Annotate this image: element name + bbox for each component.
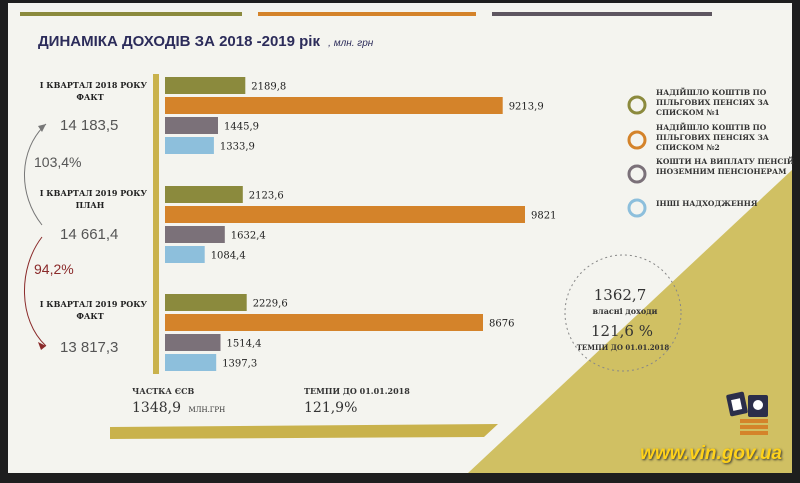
group-label-line1: І КВАРТАЛ 2019 РОКУ	[40, 188, 148, 198]
growth-arrow-1	[24, 123, 47, 226]
logo-stripe-3	[740, 431, 768, 435]
share-value-number: 1348,9	[132, 400, 181, 416]
growth-arrow-2	[24, 236, 47, 347]
legend-label: ІНШІ НАДХОДЖЕННЯ	[656, 199, 758, 208]
legend-marker	[627, 164, 647, 184]
growth-arrowhead-1	[38, 124, 46, 132]
circle-pct-label: ТЕМПИ ДО 01.01.2018	[577, 343, 670, 352]
own-revenue-circle	[564, 254, 682, 372]
legend-marker	[627, 95, 647, 115]
logo-stripe-1	[740, 419, 768, 423]
circle-value: 1362,7	[594, 286, 647, 304]
watermark: www.vin.gov.ua	[640, 443, 782, 464]
axis-bar	[153, 74, 159, 374]
group-labels: І КВАРТАЛ 2018 РОКУ ФАКТ 14 183,5 І КВАРТАЛ…	[40, 80, 148, 356]
growth-value-1: 103,4%	[34, 154, 81, 170]
bar-value-label: 1397,3	[222, 359, 257, 370]
bar-s4-g2	[165, 246, 205, 263]
bar-value-label: 2229,6	[253, 299, 288, 310]
bar-s4-g3	[165, 354, 217, 371]
legend-label: ПІЛЬГОВИХ ПЕНСІЯХ ЗА	[656, 133, 770, 142]
bar-value-label: 1445,9	[224, 122, 259, 133]
legend-marker	[627, 198, 647, 218]
group-total: 14 661,4	[60, 226, 118, 243]
circle-pct: 121,6 %	[591, 322, 653, 340]
logo-dot	[753, 400, 763, 410]
legend-marker	[627, 130, 647, 150]
share-value: 1348,9 МЛН.ГРН	[132, 400, 225, 416]
legend-label: СПИСКОМ №2	[656, 143, 720, 152]
bar-s2-g1	[165, 97, 503, 114]
bar-value-label: 1514,4	[227, 339, 262, 350]
bar-value-label: 8676	[489, 319, 514, 330]
chart-title-unit: , млн. грн	[328, 38, 374, 49]
bar-s4-g1	[165, 137, 214, 154]
share-value-unit: МЛН.ГРН	[188, 406, 225, 414]
bar-s3-g3	[165, 334, 221, 351]
group-label-line2: ФАКТ	[76, 311, 103, 321]
bar-value-label: 1632,4	[231, 231, 266, 242]
chart-title-main: ДИНАМІКА ДОХОДІВ ЗА 2018 -2019 рік	[38, 33, 320, 50]
bar-value-label: 2123,6	[249, 191, 284, 202]
decorative-triangle	[468, 170, 792, 473]
logo-icon	[726, 391, 768, 435]
chart-title: ДИНАМІКА ДОХОДІВ ЗА 2018 -2019 рік , млн…	[38, 33, 374, 50]
bar-s1-g1	[165, 77, 246, 94]
logo-box-white	[731, 398, 743, 411]
bars-layer: 2189,8 2123,6 2229,6 9213,9 9821 8676 1445,9 16…	[165, 77, 556, 371]
top-strip-orange	[258, 12, 476, 16]
bar-value-label: 2189,8	[251, 82, 286, 93]
tempo-label: ТЕМПИ ДО 01.01.2018	[304, 386, 410, 396]
growth-value-2: 94,2%	[34, 261, 74, 277]
top-strip-gray	[492, 12, 712, 16]
bar-value-label: 9213,9	[509, 102, 544, 113]
bar-value-label: 9821	[531, 211, 556, 222]
group-label-line1: І КВАРТАЛ 2018 РОКУ	[40, 80, 148, 90]
group-total: 13 817,3	[60, 339, 118, 356]
bar-s1-g2	[165, 186, 243, 203]
tempo-value: 121,9%	[304, 400, 357, 416]
circle-label: власні доходи	[593, 306, 658, 316]
bar-s2-g2	[165, 206, 525, 223]
group-label-line2: ФАКТ	[76, 92, 103, 102]
bottom-banner	[110, 424, 498, 439]
growth-arrowhead-2	[38, 342, 46, 350]
bar-value-label: 1333,9	[220, 142, 255, 153]
top-strip-olive	[20, 12, 242, 16]
bar-s3-g1	[165, 117, 218, 134]
group-total: 14 183,5	[60, 117, 118, 134]
share-label: ЧАСТКА ЄСВ	[132, 386, 194, 396]
bar-s2-g3	[165, 314, 483, 331]
legend-label: ПІЛЬГОВИХ ПЕНСІЯХ ЗА	[656, 98, 770, 107]
legend-label: СПИСКОМ №1	[656, 108, 720, 117]
group-label-line1: І КВАРТАЛ 2019 РОКУ	[40, 299, 148, 309]
group-label-line2: ПЛАН	[76, 200, 105, 210]
legend-label: НАДІЙШЛО КОШТІВ ПО	[656, 87, 767, 97]
legend-label: КОШТИ НА ВИПЛАТУ ПЕНСІЙ	[656, 156, 794, 166]
bar-value-label: 1084,4	[211, 251, 246, 262]
legend-label: НАДІЙШЛО КОШТІВ ПО	[656, 122, 767, 132]
legend-label: ІНОЗЕМНИМ ПЕНСІОНЕРАМ	[656, 167, 786, 176]
bar-s1-g3	[165, 294, 247, 311]
logo-stripe-2	[740, 425, 768, 429]
bar-s3-g2	[165, 226, 225, 243]
